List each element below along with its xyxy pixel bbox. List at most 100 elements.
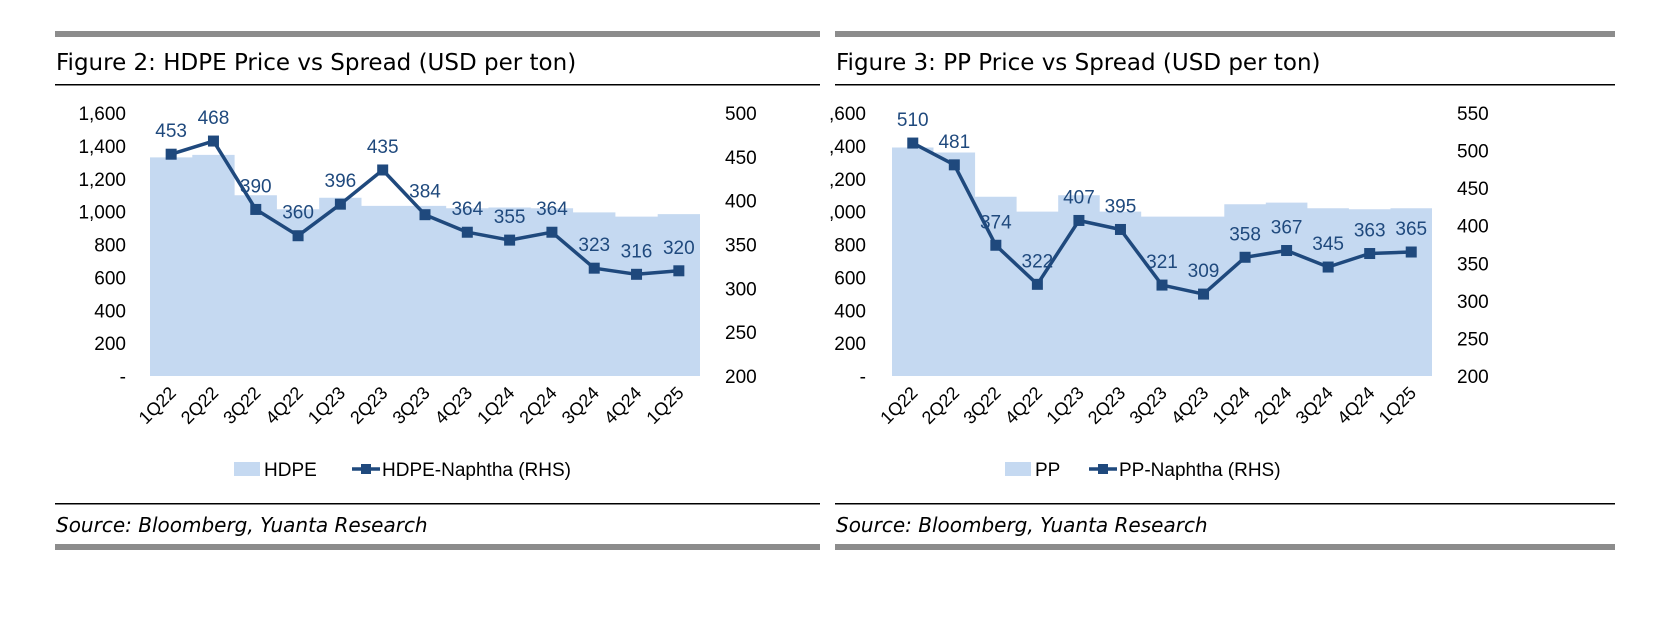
left-axis-tick: - xyxy=(860,367,866,388)
x-axis-tick: 1Q22 xyxy=(135,383,180,428)
data-label: 322 xyxy=(1022,251,1054,272)
line-marker xyxy=(1364,248,1376,260)
legend-area-swatch xyxy=(1005,462,1031,476)
data-label: 358 xyxy=(1229,224,1261,245)
source-note: Source: Bloomberg, Yuanta Research xyxy=(56,513,428,537)
chart-title: Figure 2: HDPE Price vs Spread (USD per … xyxy=(56,50,576,76)
line-marker xyxy=(1198,288,1210,300)
x-axis-tick: 1Q24 xyxy=(1209,383,1254,428)
top-rule xyxy=(55,31,820,37)
left-axis-tick: 200 xyxy=(94,334,126,355)
x-axis-tick: 1Q24 xyxy=(473,383,518,428)
left-axis-tick: 800 xyxy=(94,236,126,257)
source-rule xyxy=(835,503,1615,505)
line-marker xyxy=(207,135,219,147)
source-rule xyxy=(55,503,820,505)
x-axis-tick: 4Q22 xyxy=(1001,383,1046,428)
x-axis-tick: 2Q23 xyxy=(346,383,391,428)
line-marker xyxy=(1031,278,1043,290)
left-axis-tick: 600 xyxy=(834,268,866,289)
data-label: 364 xyxy=(536,199,568,220)
left-axis-tick: 600 xyxy=(94,268,126,289)
line-marker xyxy=(1239,251,1251,263)
left-axis-tick: 1,200 xyxy=(830,170,866,191)
line-marker xyxy=(377,164,389,176)
right-axis-tick: 400 xyxy=(1457,217,1489,238)
source-note: Source: Bloomberg, Yuanta Research xyxy=(836,513,1208,537)
x-axis-tick: 3Q24 xyxy=(1292,383,1337,428)
figure-3-chart: Figure 3: PP Price vs Spread (USD per to… xyxy=(830,31,1615,550)
legend-line-marker xyxy=(361,464,371,474)
x-axis-tick: 4Q24 xyxy=(600,383,645,428)
x-axis-tick: 1Q25 xyxy=(642,383,687,428)
left-axis-tick: - xyxy=(120,367,126,388)
data-label: 365 xyxy=(1395,219,1427,240)
data-label: 316 xyxy=(621,241,653,262)
right-axis-tick: 350 xyxy=(1457,254,1489,275)
left-axis-tick: 400 xyxy=(834,301,866,322)
data-label: 355 xyxy=(494,207,526,228)
data-label: 367 xyxy=(1271,218,1303,239)
line-marker xyxy=(292,230,304,242)
line-marker xyxy=(546,226,558,238)
right-axis-tick: 300 xyxy=(725,279,757,300)
legend-area-label: HDPE xyxy=(264,460,317,481)
data-label: 390 xyxy=(240,176,272,197)
left-axis-tick: 800 xyxy=(834,236,866,257)
data-label: 363 xyxy=(1354,221,1386,242)
bottom-rule xyxy=(835,544,1615,550)
left-axis-tick: 1,600 xyxy=(830,104,866,125)
legend-line-label: HDPE-Naphtha (RHS) xyxy=(382,460,571,481)
x-axis-tick: 3Q22 xyxy=(959,383,1004,428)
line-marker xyxy=(948,159,960,171)
x-axis-tick: 1Q23 xyxy=(304,383,349,428)
x-axis-tick: 3Q24 xyxy=(558,383,603,428)
x-axis-tick: 2Q24 xyxy=(1250,383,1295,428)
chart-title: Figure 3: PP Price vs Spread (USD per to… xyxy=(836,50,1321,76)
x-axis-tick: 1Q22 xyxy=(876,383,921,428)
right-axis-tick: 350 xyxy=(725,236,757,257)
right-axis-tick: 550 xyxy=(1457,104,1489,125)
x-axis-tick: 1Q23 xyxy=(1042,383,1087,428)
x-axis-tick: 4Q23 xyxy=(1167,383,1212,428)
title-underline xyxy=(55,84,820,86)
line-marker xyxy=(631,268,643,280)
data-label: 360 xyxy=(282,203,314,224)
line-marker xyxy=(1322,261,1334,273)
left-axis-tick: 1,200 xyxy=(78,170,126,191)
line-marker xyxy=(461,226,473,238)
right-axis-tick: 400 xyxy=(725,192,757,213)
left-axis-tick: 1,400 xyxy=(78,137,126,158)
area-series-hdpe xyxy=(150,154,700,376)
figure-2-chart: Figure 2: HDPE Price vs Spread (USD per … xyxy=(55,31,820,550)
right-axis-tick: 450 xyxy=(725,148,757,169)
data-label: 435 xyxy=(367,137,399,158)
line-marker xyxy=(334,198,346,210)
x-axis-tick: 2Q22 xyxy=(918,383,963,428)
x-axis-tick: 1Q25 xyxy=(1375,383,1420,428)
left-axis-tick: 1,600 xyxy=(78,104,126,125)
line-marker xyxy=(165,148,177,160)
data-label: 453 xyxy=(155,121,187,142)
data-label: 321 xyxy=(1146,252,1178,273)
right-axis-tick: 300 xyxy=(1457,292,1489,313)
legend-area-label: PP xyxy=(1035,460,1060,481)
line-marker xyxy=(588,262,600,274)
data-label: 481 xyxy=(938,132,970,153)
line-marker xyxy=(907,137,919,149)
line-marker xyxy=(504,234,516,246)
top-rule xyxy=(835,31,1615,37)
x-axis-tick: 4Q23 xyxy=(431,383,476,428)
line-marker xyxy=(1156,279,1168,291)
line-marker xyxy=(1405,246,1417,258)
line-marker xyxy=(1114,223,1126,235)
line-marker xyxy=(673,265,685,277)
x-axis-tick: 4Q24 xyxy=(1333,383,1378,428)
left-axis-tick: 400 xyxy=(94,301,126,322)
right-axis-tick: 200 xyxy=(1457,367,1489,388)
right-axis-tick: 450 xyxy=(1457,179,1489,200)
x-axis-tick: 2Q23 xyxy=(1084,383,1129,428)
data-label: 468 xyxy=(198,108,230,129)
x-axis-tick: 4Q22 xyxy=(262,383,307,428)
title-underline xyxy=(835,84,1615,86)
